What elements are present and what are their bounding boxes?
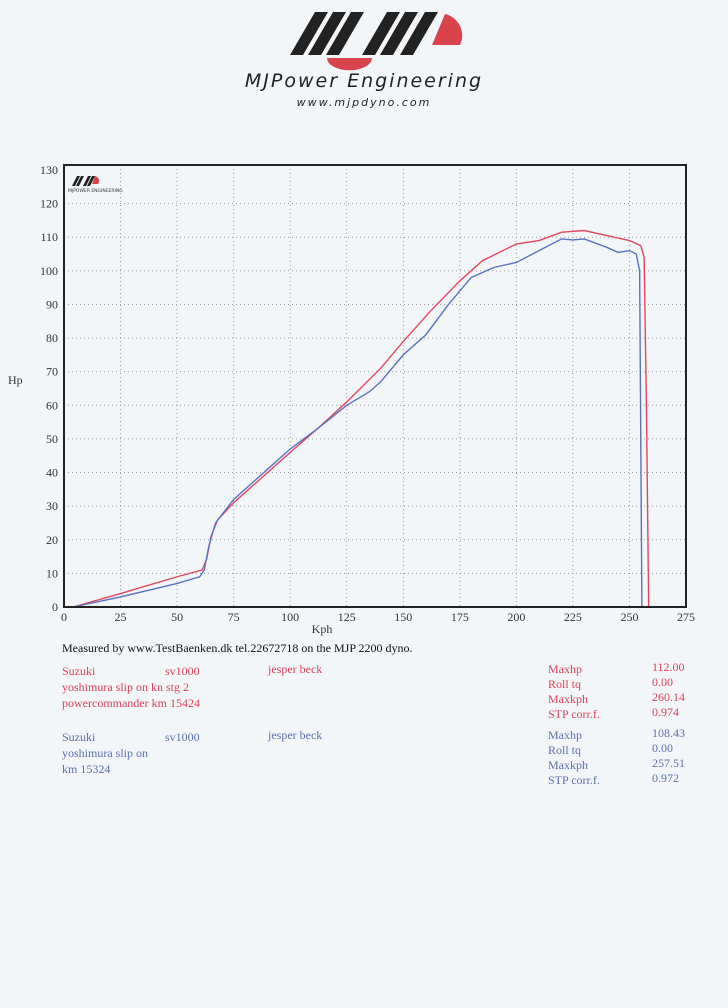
x-tick-label: 275 [677, 610, 695, 624]
stat-value: 0.00 [652, 675, 673, 689]
watermark-logo-icon: MJPOWER ENGINEERING [68, 176, 123, 194]
y-tick-label: 70 [46, 365, 58, 379]
y-axis-label: Hp [8, 373, 23, 387]
svg-text:MJPOWER ENGINEERING: MJPOWER ENGINEERING [68, 188, 123, 194]
x-tick-label: 25 [115, 610, 127, 624]
series-line-blue [72, 238, 643, 608]
stat-value: 257.51 [652, 756, 685, 770]
y-tick-label: 90 [46, 297, 58, 311]
measured-note: Measured by www.TestBaenken.dk tel.22672… [62, 641, 413, 655]
y-tick-label: 10 [46, 566, 58, 580]
stat-value: 112.00 [652, 660, 685, 674]
stat-value: 0.00 [652, 741, 673, 755]
stat-label: Roll tq [548, 677, 582, 691]
run-model: sv1000 [165, 730, 200, 744]
run-description: yoshimura slip on [62, 746, 148, 760]
x-tick-label: 125 [338, 610, 356, 624]
stat-label: Maxkph [548, 758, 588, 772]
x-tick-label: 150 [394, 610, 412, 624]
stat-value: 0.972 [652, 771, 679, 785]
run-make: Suzuki [62, 664, 96, 678]
x-tick-label: 50 [171, 610, 183, 624]
x-tick-label: 225 [564, 610, 582, 624]
y-tick-label: 60 [46, 398, 58, 412]
stat-label: Maxhp [548, 728, 582, 742]
x-tick-label: 200 [507, 610, 525, 624]
brand-url: www.mjpdyno.com [296, 96, 432, 109]
y-tick-label: 20 [46, 533, 58, 547]
x-tick-label: 75 [228, 610, 240, 624]
y-tick-label: 80 [46, 331, 58, 345]
stat-label: Maxhp [548, 662, 582, 676]
y-tick-label: 40 [46, 466, 58, 480]
stat-label: STP corr.f. [548, 773, 600, 787]
stat-value: 108.43 [652, 726, 685, 740]
stat-value: 260.14 [652, 690, 685, 704]
run-owner: jesper beck [268, 662, 323, 676]
run-owner: jesper beck [268, 728, 323, 742]
run-description: powercommander km 15424 [62, 696, 200, 710]
y-tick-label: 50 [46, 432, 58, 446]
x-tick-label: 250 [620, 610, 638, 624]
run-description: yoshimura slip on kn stg 2 [62, 680, 190, 694]
plot-frame [63, 164, 687, 608]
y-tick-label: 100 [40, 264, 58, 278]
run-model: sv1000 [165, 664, 200, 678]
y-tick-label: 130 [40, 163, 58, 177]
stat-label: Maxkph [548, 692, 588, 706]
brand-name: MJPower Engineering [244, 70, 484, 92]
y-tick-label: 120 [40, 197, 58, 211]
y-tick-label: 30 [46, 499, 58, 513]
stat-label: STP corr.f. [548, 707, 600, 721]
run-make: Suzuki [62, 730, 96, 744]
logo-icon [290, 12, 463, 71]
x-tick-label: 100 [281, 610, 299, 624]
y-tick-label: 0 [52, 600, 58, 614]
y-tick-label: 110 [40, 230, 58, 244]
x-tick-label: 0 [61, 610, 67, 624]
x-axis-label: Kph [312, 622, 333, 636]
run-description: km 15324 [62, 762, 111, 776]
stat-label: Roll tq [548, 743, 582, 757]
stat-value: 0.974 [652, 705, 679, 719]
x-tick-label: 175 [451, 610, 469, 624]
series-line-red [72, 229, 650, 608]
